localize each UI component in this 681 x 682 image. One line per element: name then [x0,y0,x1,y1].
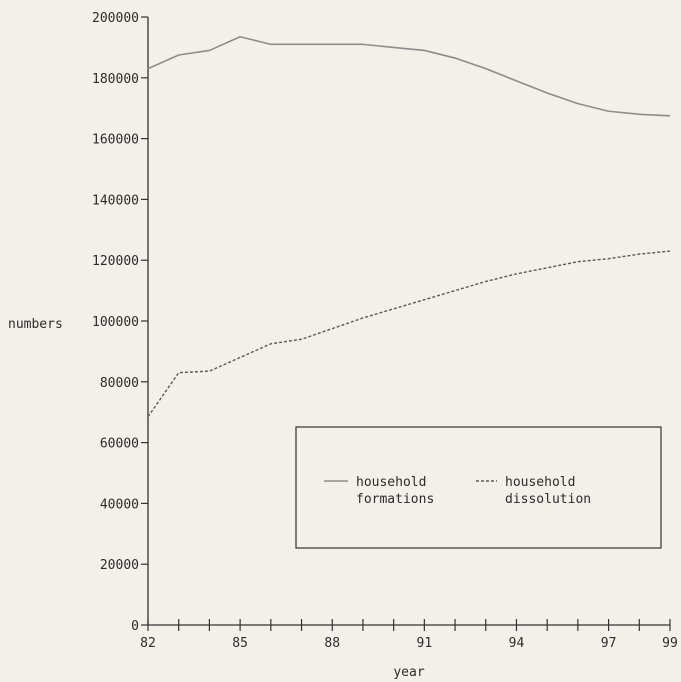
x-tick-label: 85 [232,636,248,651]
x-tick-label: 99 [662,636,678,651]
y-axis-title: numbers [8,317,63,332]
legend-label-household-dissolution-line1: household [505,475,575,490]
y-tick-label: 120000 [92,254,139,269]
x-tick-label: 91 [417,636,433,651]
series-lines [147,35,671,418]
series-line-household-dissolution [147,250,671,418]
x-axis-title: year [393,665,424,680]
x-tick-label: 97 [601,636,617,651]
y-axis-ticks: 0 20000 40000 60000 80000 100000 120000 140000 1… [92,11,148,634]
y-tick-label: 80000 [100,376,139,391]
y-tick-label: 200000 [92,11,139,26]
legend-label-household-formations-line1: household [356,475,426,490]
y-tick-label: 40000 [100,497,139,512]
legend-box [295,426,662,549]
x-tick-label: 82 [140,636,156,651]
x-tick-label: 88 [324,636,340,651]
y-tick-label: 160000 [92,133,139,148]
x-tick-label: 94 [509,636,525,651]
legend-label-household-dissolution-line2: dissolution [505,492,591,507]
legend: household formations household dissoluti… [295,426,662,549]
plot-area: 0 20000 40000 60000 80000 100000 120000 140000 1… [92,11,678,651]
y-tick-label: 140000 [92,193,139,208]
y-tick-label: 100000 [92,315,139,330]
x-axis-ticks: 82 85 88 91 94 97 99 [140,619,678,651]
y-tick-label: 0 [131,619,139,634]
y-tick-label: 60000 [100,437,139,452]
legend-label-household-formations-line2: formations [356,492,434,507]
y-tick-label: 180000 [92,72,139,87]
y-tick-label: 20000 [100,558,139,573]
series-line-household-formations [147,35,671,117]
